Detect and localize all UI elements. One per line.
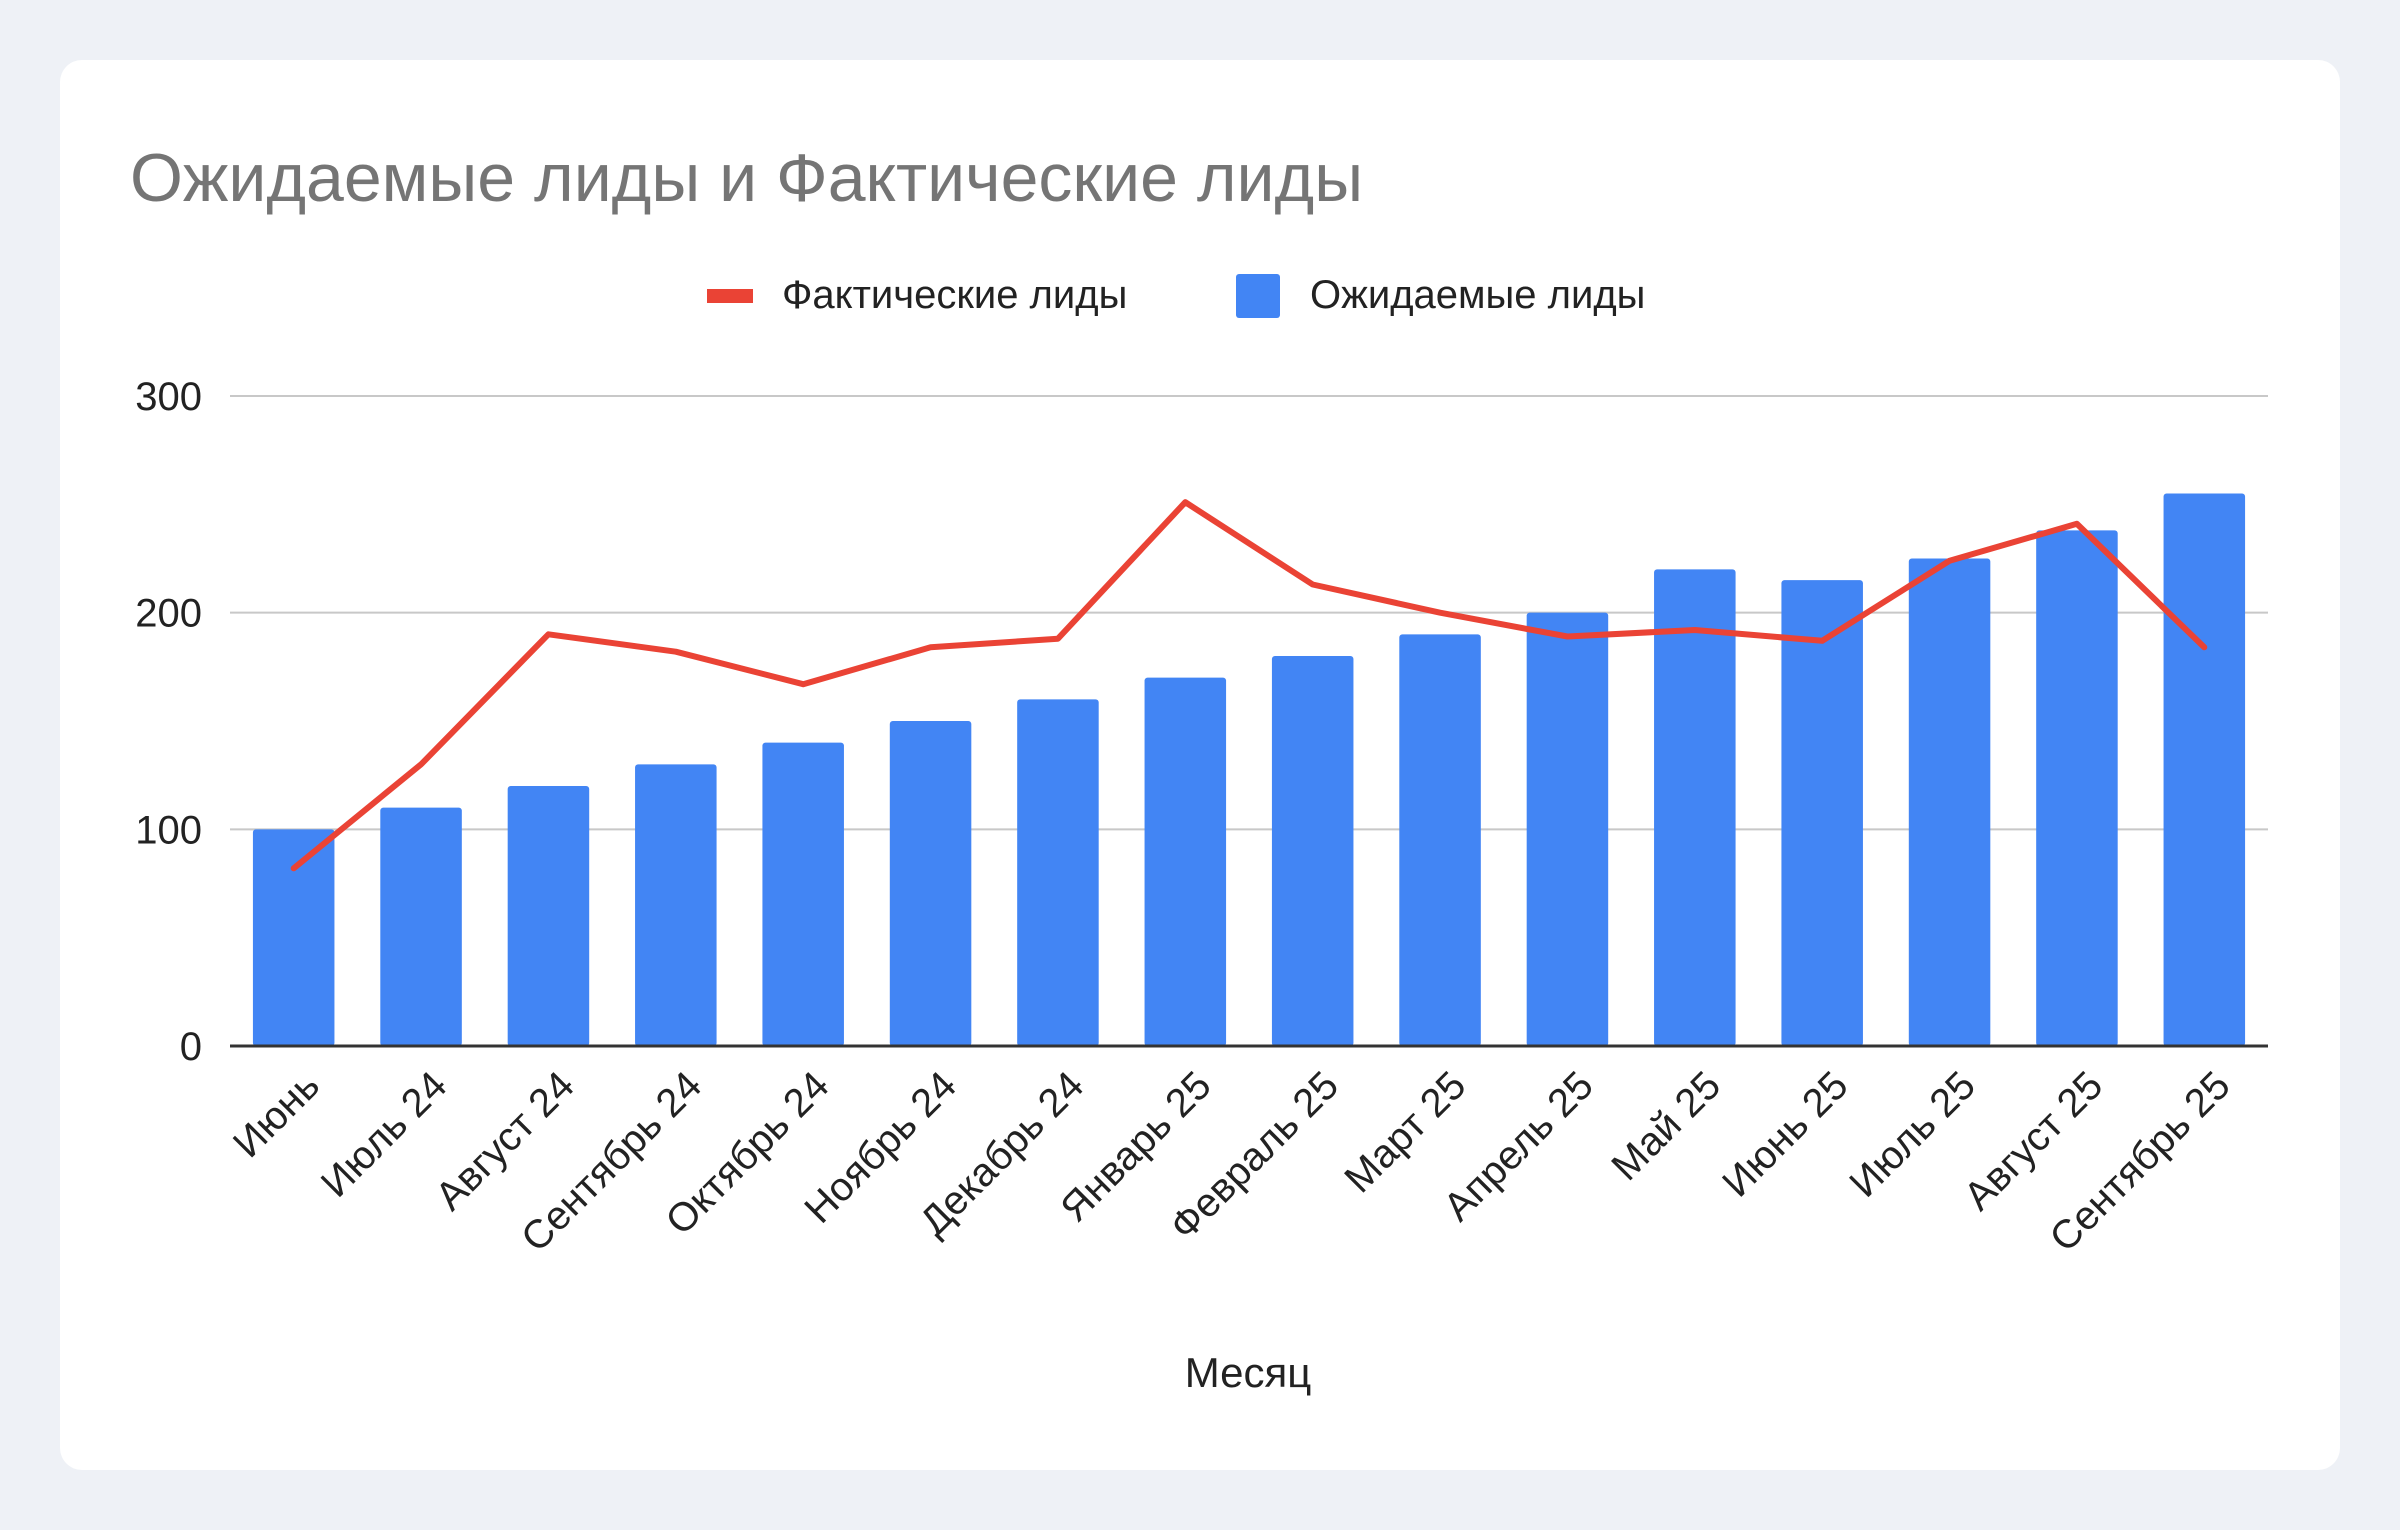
chart-title: Ожидаемые лиды и Фактические лиды [130,140,1363,216]
y-tick-label: 300 [135,375,202,419]
y-tick-label: 100 [135,808,202,852]
bar-expected [1908,558,1991,1046]
x-tick-label: Май 25 [1603,1063,1729,1189]
series-line-actual [290,499,2208,872]
bar-expected [1526,612,1609,1046]
bar-expected [1144,677,1227,1046]
legend-label-actual: Фактические лиды [782,273,1127,317]
bar-expected [1654,569,1736,1046]
bar-expected [635,764,717,1046]
y-tick-label: 0 [180,1025,202,1069]
x-tick-label: Июнь [225,1063,328,1166]
bar-expected [1399,634,1481,1046]
line-actual [290,499,2208,872]
bar-expected [2036,530,2118,1046]
bar-expected [762,742,844,1046]
bar-expected [507,786,590,1046]
bars-expected [252,493,2246,1046]
legend-swatch-expected [1236,274,1280,318]
bar-expected [1781,580,1863,1046]
bar-expected [889,721,972,1046]
legend-label-expected: Ожидаемые лиды [1310,273,1645,317]
bar-expected [1271,656,1354,1046]
bar-expected [2163,493,2246,1046]
y-axis-ticks: 0 100 200 300 [135,375,202,1069]
bar-expected [380,807,462,1046]
legend: Фактические лиды Ожидаемые лиды [707,273,1645,318]
x-axis-title: Месяц [1185,1349,1312,1396]
y-tick-label: 200 [135,592,202,636]
bar-expected [252,829,335,1046]
bar-expected [1017,699,1099,1046]
legend-swatch-actual [707,289,753,303]
x-tick-label: Июнь 25 [1714,1063,1856,1205]
